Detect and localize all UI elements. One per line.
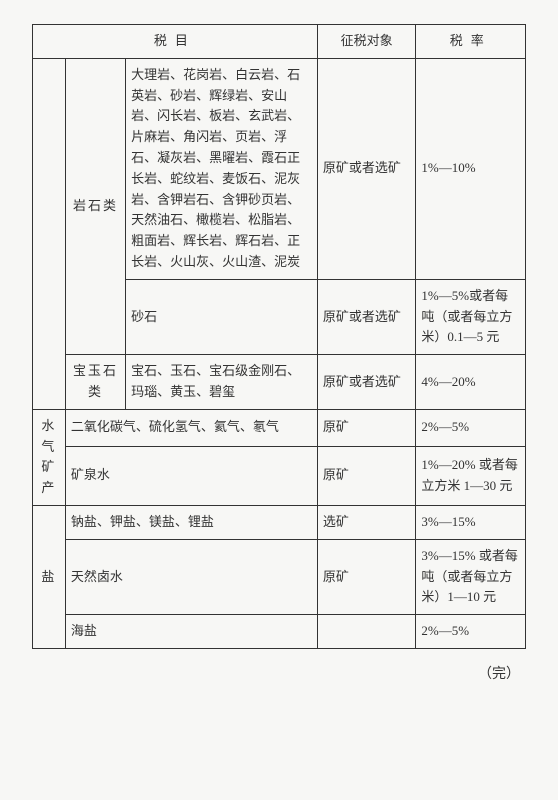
table-row: 矿泉水 原矿 1%—20% 或者每立方米 1—30 元 [33, 446, 526, 505]
tax-table: 税目 征税对象 税率 岩石类 大理岩、花岗岩、白云岩、石英岩、砂岩、辉绿岩、安山… [32, 24, 526, 649]
rate-cell: 1%—5%或者每吨（或者每立方米）0.1—5 元 [416, 279, 526, 354]
object-cell: 原矿 [317, 409, 416, 446]
object-cell: 原矿或者选矿 [317, 58, 416, 279]
item-cell: 砂石 [126, 279, 318, 354]
rate-cell: 4%—20% [416, 355, 526, 410]
object-cell: 原矿或者选矿 [317, 279, 416, 354]
table-row: 海盐 2%—5% [33, 615, 526, 649]
header-item: 税目 [33, 25, 318, 59]
table-row: 水气矿产 二氧化碳气、硫化氢气、氦气、氡气 原矿 2%—5% [33, 409, 526, 446]
item-cell: 海盐 [65, 615, 317, 649]
object-cell [317, 615, 416, 649]
rate-cell: 1%—20% 或者每立方米 1—30 元 [416, 446, 526, 505]
rate-cell: 2%—5% [416, 409, 526, 446]
rate-cell: 3%—15% 或者每吨（或者每立方米）1—10 元 [416, 539, 526, 614]
item-cell: 钠盐、钾盐、镁盐、锂盐 [65, 505, 317, 539]
table-row: 盐 钠盐、钾盐、镁盐、锂盐 选矿 3%—15% [33, 505, 526, 539]
header-rate: 税率 [416, 25, 526, 59]
item-cell: 天然卤水 [65, 539, 317, 614]
cat1-watergas: 水气矿产 [33, 409, 66, 505]
cat2-rock: 岩石类 [65, 58, 125, 354]
table-row: 岩石类 大理岩、花岗岩、白云岩、石英岩、砂岩、辉绿岩、安山岩、闪长岩、板岩、玄武… [33, 58, 526, 279]
item-cell: 二氧化碳气、硫化氢气、氦气、氡气 [65, 409, 317, 446]
cat2-gem: 宝玉石类 [65, 355, 125, 410]
cat1-salt: 盐 [33, 505, 66, 648]
object-cell: 原矿 [317, 539, 416, 614]
rate-cell: 2%—5% [416, 615, 526, 649]
header-object: 征税对象 [317, 25, 416, 59]
object-cell: 原矿 [317, 446, 416, 505]
header-row: 税目 征税对象 税率 [33, 25, 526, 59]
object-cell: 选矿 [317, 505, 416, 539]
rate-cell: 1%—10% [416, 58, 526, 279]
item-cell: 大理岩、花岗岩、白云岩、石英岩、砂岩、辉绿岩、安山岩、闪长岩、板岩、玄武岩、片麻… [126, 58, 318, 279]
table-row: 宝玉石类 宝石、玉石、宝石级金刚石、玛瑙、黄玉、碧玺 原矿或者选矿 4%—20% [33, 355, 526, 410]
footer-end: （完） [32, 663, 526, 683]
cat1-blank [33, 58, 66, 409]
item-cell: 矿泉水 [65, 446, 317, 505]
object-cell: 原矿或者选矿 [317, 355, 416, 410]
item-cell: 宝石、玉石、宝石级金刚石、玛瑙、黄玉、碧玺 [126, 355, 318, 410]
rate-cell: 3%—15% [416, 505, 526, 539]
table-row: 天然卤水 原矿 3%—15% 或者每吨（或者每立方米）1—10 元 [33, 539, 526, 614]
